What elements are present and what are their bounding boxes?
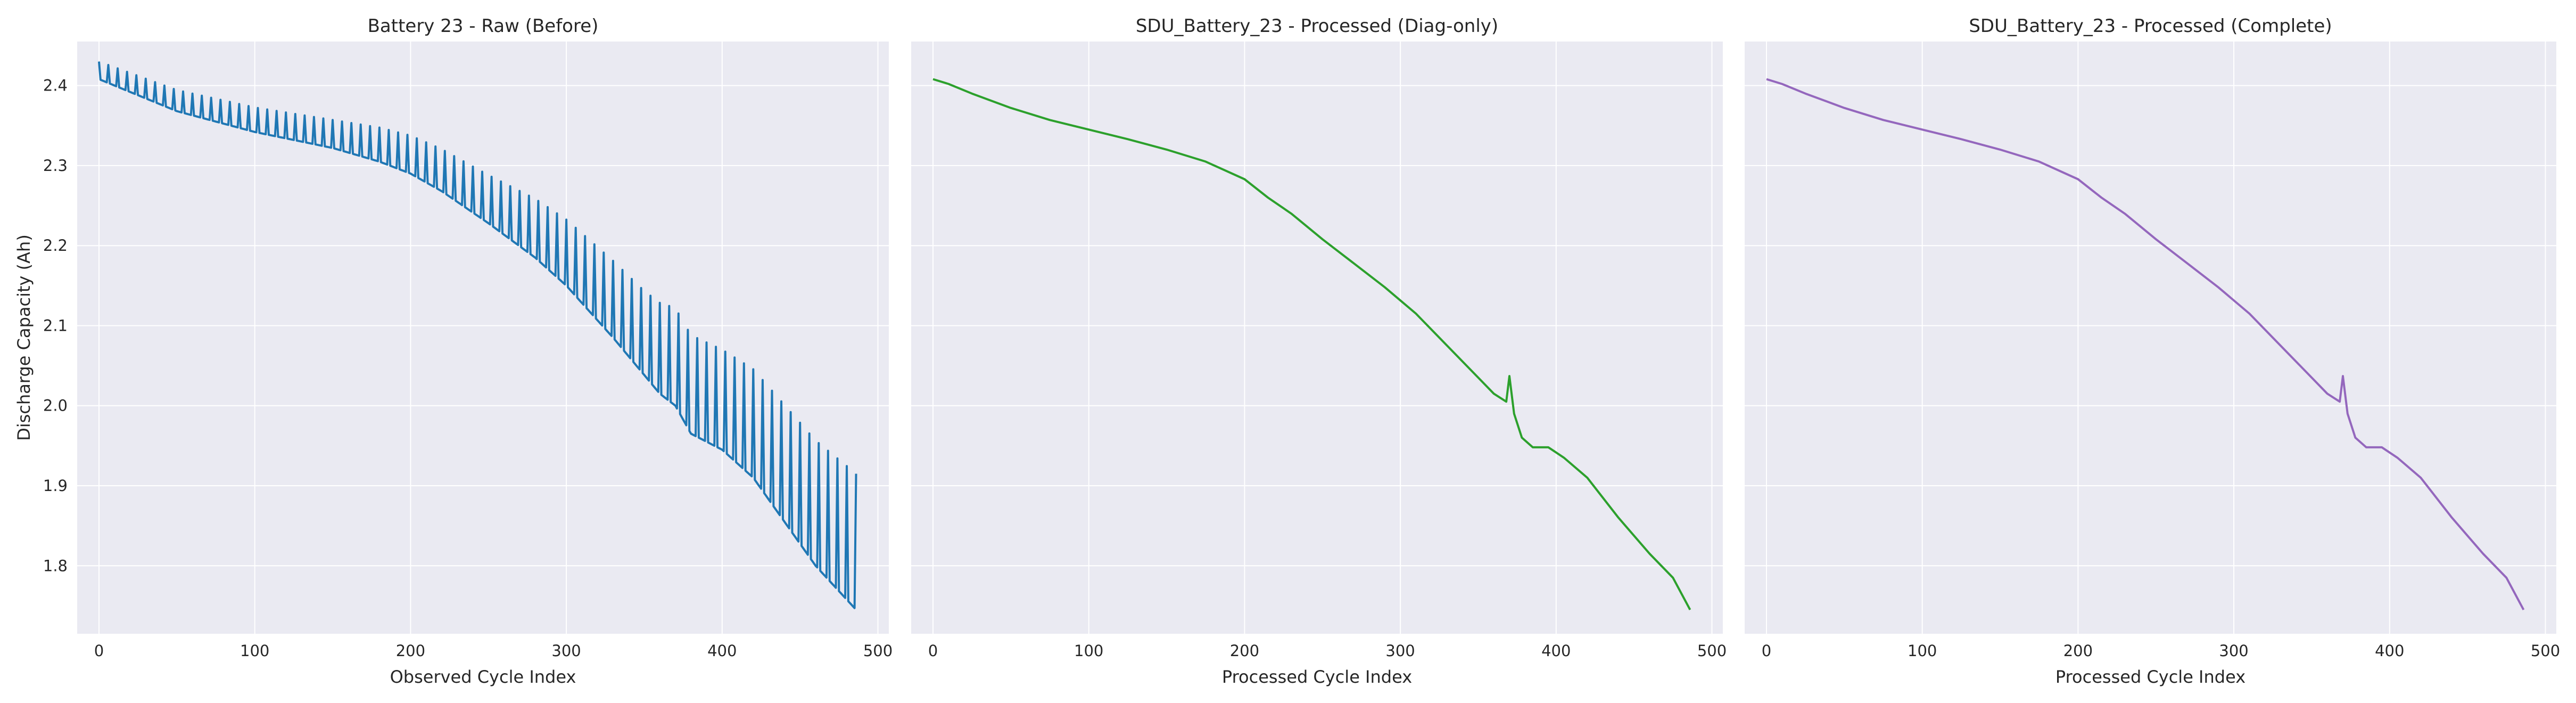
y-tick-label: 1.9 — [43, 477, 68, 495]
series-line — [1766, 78, 2525, 610]
x-axis-label: Processed Cycle Index — [1222, 667, 1412, 687]
complete-panel: 0 100 200 300 400 500 SDU_Battery_23 - Process… — [1745, 15, 2560, 687]
x-tick-label: 300 — [1385, 642, 1415, 660]
x-tick-label: 0 — [1762, 642, 1771, 660]
x-tick-label: 200 — [2063, 642, 2093, 660]
y-tick-label: 2.3 — [43, 157, 68, 175]
plot-area — [1745, 42, 2556, 634]
chart-title: Battery 23 - Raw (Before) — [368, 15, 599, 37]
x-tick-label: 400 — [1541, 642, 1571, 660]
y-axis-label: Discharge Capacity (Ah) — [14, 234, 34, 441]
x-tick-label: 100 — [240, 642, 269, 660]
diag-only-panel: 0 100 200 300 400 500 SDU_Battery_23 - Process… — [911, 15, 1727, 687]
x-tick-label: 100 — [1074, 642, 1103, 660]
x-tick-label: 0 — [94, 642, 104, 660]
y-tick-label: 2.4 — [43, 77, 68, 95]
x-axis-label: Observed Cycle Index — [390, 667, 576, 687]
x-tick-label: 500 — [2531, 642, 2560, 660]
x-axis-label: Processed Cycle Index — [2055, 667, 2245, 687]
x-tick-label: 0 — [928, 642, 938, 660]
y-tick-label: 2.0 — [43, 397, 68, 415]
x-tick-label: 200 — [396, 642, 425, 660]
x-tick-label: 500 — [1697, 642, 1727, 660]
y-tick-label: 2.2 — [43, 236, 68, 255]
x-tick-label: 300 — [2219, 642, 2248, 660]
x-tick-label: 400 — [707, 642, 737, 660]
raw-panel: 0 100 200 300 400 500 1.8 1.9 2.0 2.1 2.2 2.3 2.4 Bat… — [14, 15, 893, 687]
plot-area — [77, 42, 889, 634]
x-tick-label: 200 — [1230, 642, 1259, 660]
x-tick-label: 400 — [2375, 642, 2404, 660]
chart-title: SDU_Battery_23 - Processed (Diag-only) — [1136, 15, 1498, 37]
x-tick-label: 500 — [863, 642, 893, 660]
x-tick-label: 300 — [551, 642, 581, 660]
y-tick-label: 1.8 — [43, 557, 68, 575]
chart-title: SDU_Battery_23 - Processed (Complete) — [1969, 15, 2332, 37]
series-line — [98, 61, 857, 609]
series-line — [932, 78, 1691, 610]
plot-area — [911, 42, 1723, 634]
x-tick-label: 100 — [1908, 642, 1937, 660]
y-tick-label: 2.1 — [43, 316, 68, 334]
